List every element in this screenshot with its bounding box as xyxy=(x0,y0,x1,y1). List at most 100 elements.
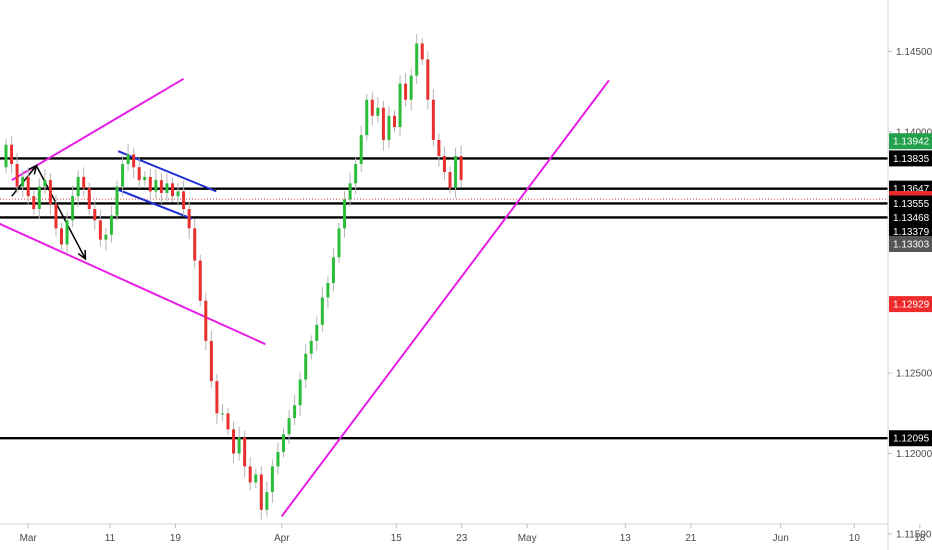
candle-body[interactable] xyxy=(365,99,369,136)
candle-body[interactable] xyxy=(398,83,402,128)
candle-body[interactable] xyxy=(171,183,174,197)
candle-body[interactable] xyxy=(276,451,280,467)
candle-body[interactable] xyxy=(198,260,202,301)
candle-body[interactable] xyxy=(270,466,274,493)
candle-body[interactable] xyxy=(126,154,130,165)
candle-body[interactable] xyxy=(137,167,141,181)
candle-body[interactable] xyxy=(426,59,430,100)
candle-body[interactable] xyxy=(182,191,186,210)
trendline[interactable] xyxy=(0,222,266,346)
candle-body[interactable] xyxy=(204,300,208,341)
candle-body[interactable] xyxy=(459,155,463,181)
time-axis[interactable]: Mar 11 19 Apr 15 23 May 13 21 Jun 10 18 xyxy=(20,524,926,544)
price-tag[interactable] xyxy=(889,296,932,313)
candle-body[interactable] xyxy=(226,413,230,430)
candle-body[interactable] xyxy=(82,176,86,189)
candle-body[interactable] xyxy=(143,176,147,181)
candle-body[interactable] xyxy=(337,228,341,258)
candle-body[interactable] xyxy=(43,180,47,187)
x-tick-label: Mar xyxy=(20,533,38,544)
candle-body[interactable] xyxy=(98,220,102,240)
candle-body[interactable] xyxy=(381,107,385,140)
candle-body[interactable] xyxy=(265,492,269,510)
candle-body[interactable] xyxy=(159,180,163,193)
price-tag[interactable] xyxy=(889,430,932,447)
candle-body[interactable] xyxy=(93,209,97,221)
price-tag[interactable] xyxy=(889,223,932,240)
candle-body[interactable] xyxy=(187,209,191,229)
price-tag[interactable] xyxy=(889,235,932,252)
candle-body[interactable] xyxy=(220,413,224,415)
candle-body[interactable] xyxy=(309,340,313,354)
candle-body[interactable] xyxy=(26,176,30,197)
candle-body[interactable] xyxy=(448,172,452,189)
candle-body[interactable] xyxy=(431,99,435,140)
candle-body[interactable] xyxy=(237,437,241,454)
trendline[interactable] xyxy=(11,77,185,181)
trendline[interactable] xyxy=(117,188,193,220)
candle-body[interactable] xyxy=(348,183,352,200)
candle-body[interactable] xyxy=(409,75,413,100)
price-tag[interactable] xyxy=(889,150,932,167)
candle-body[interactable] xyxy=(104,234,108,240)
candle-body[interactable] xyxy=(165,183,169,193)
price-tag[interactable] xyxy=(889,133,932,150)
candle-body[interactable] xyxy=(437,139,441,156)
candle-body[interactable] xyxy=(54,204,58,229)
candle-body[interactable] xyxy=(393,115,396,128)
candle-body[interactable] xyxy=(154,180,158,192)
candle-body[interactable] xyxy=(420,43,424,60)
candle-body[interactable] xyxy=(109,215,113,235)
candle-body[interactable] xyxy=(254,474,258,483)
price-axis[interactable]: 1.14500 1.14000 1.12500 1.12000 1.11500 xyxy=(888,47,932,540)
candle-body[interactable] xyxy=(404,83,408,100)
candle-body[interactable] xyxy=(60,228,63,245)
candle-body[interactable] xyxy=(176,191,180,197)
candle-body[interactable] xyxy=(315,324,319,341)
candle-body[interactable] xyxy=(193,228,197,261)
trendline[interactable] xyxy=(280,79,610,517)
candle-body[interactable] xyxy=(387,115,391,140)
candle-body[interactable] xyxy=(331,257,335,284)
candle-body[interactable] xyxy=(10,144,14,165)
candle-body[interactable] xyxy=(326,283,330,298)
candle-body[interactable] xyxy=(48,180,52,205)
candle-body[interactable] xyxy=(32,196,36,210)
candle-body[interactable] xyxy=(354,164,358,184)
candle-body[interactable] xyxy=(248,466,252,483)
candle-body[interactable] xyxy=(121,164,125,187)
candle-body[interactable] xyxy=(21,176,25,187)
candle-body[interactable] xyxy=(15,164,19,187)
y-tick-label: 1.11500 xyxy=(896,529,932,540)
candle-body[interactable] xyxy=(71,196,75,221)
candle-body[interactable] xyxy=(370,99,374,116)
candle-body[interactable] xyxy=(243,437,247,467)
candle-body[interactable] xyxy=(304,353,308,380)
candle-body[interactable] xyxy=(320,297,324,325)
candle-body[interactable] xyxy=(65,220,69,245)
candle-body[interactable] xyxy=(376,107,380,116)
candle-body[interactable] xyxy=(287,418,291,435)
price-tag[interactable] xyxy=(889,195,932,212)
candle-body[interactable] xyxy=(343,199,347,229)
candle-body[interactable] xyxy=(359,135,363,165)
candle-body[interactable] xyxy=(4,144,8,168)
candle-body[interactable] xyxy=(215,381,219,414)
candle-body[interactable] xyxy=(132,154,136,168)
candle-body[interactable] xyxy=(232,429,236,454)
candle-body[interactable] xyxy=(282,434,285,452)
candle-body[interactable] xyxy=(209,340,213,382)
candle-body[interactable] xyxy=(76,176,80,197)
candle-body[interactable] xyxy=(87,188,91,210)
candle-body[interactable] xyxy=(115,186,119,216)
candle-body[interactable] xyxy=(293,405,297,419)
candle-body[interactable] xyxy=(442,155,446,173)
candle-body[interactable] xyxy=(454,155,458,189)
candle-body[interactable] xyxy=(148,176,152,192)
candle-body[interactable] xyxy=(37,186,41,210)
price-tag[interactable] xyxy=(889,209,932,226)
candle-body[interactable] xyxy=(259,474,263,510)
candle-body[interactable] xyxy=(415,43,419,76)
candle-body[interactable] xyxy=(298,379,302,406)
